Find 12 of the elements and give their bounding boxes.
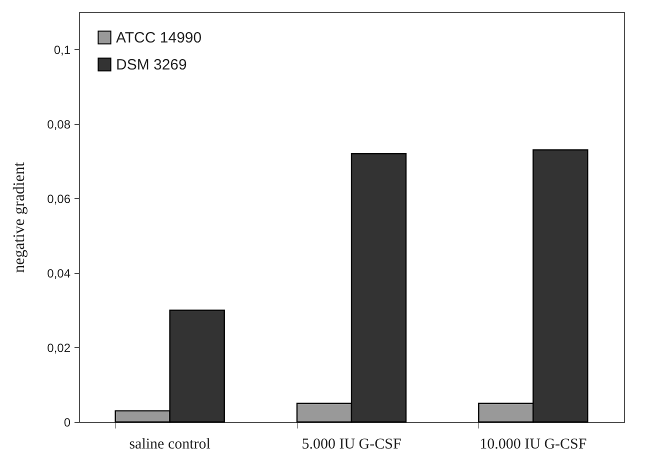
legend-label: DSM 3269 bbox=[116, 56, 187, 74]
y-tick-label: 0,1 bbox=[54, 42, 71, 57]
x-tick-label: 5.000 IU G-CSF bbox=[302, 436, 402, 452]
y-tick-label: 0,08 bbox=[47, 117, 71, 132]
y-axis-title: negative gradient bbox=[11, 162, 28, 273]
y-tick-label: 0,06 bbox=[47, 192, 71, 206]
x-tick-label: saline control bbox=[129, 436, 210, 452]
y-tick-label: 0 bbox=[64, 416, 71, 430]
y-tick-label: 0,02 bbox=[47, 340, 71, 355]
y-tick-label: 0,04 bbox=[47, 266, 71, 280]
x-tick-label: 10.000 IU G-CSF bbox=[480, 436, 587, 452]
legend-label: ATCC 14990 bbox=[116, 30, 202, 46]
